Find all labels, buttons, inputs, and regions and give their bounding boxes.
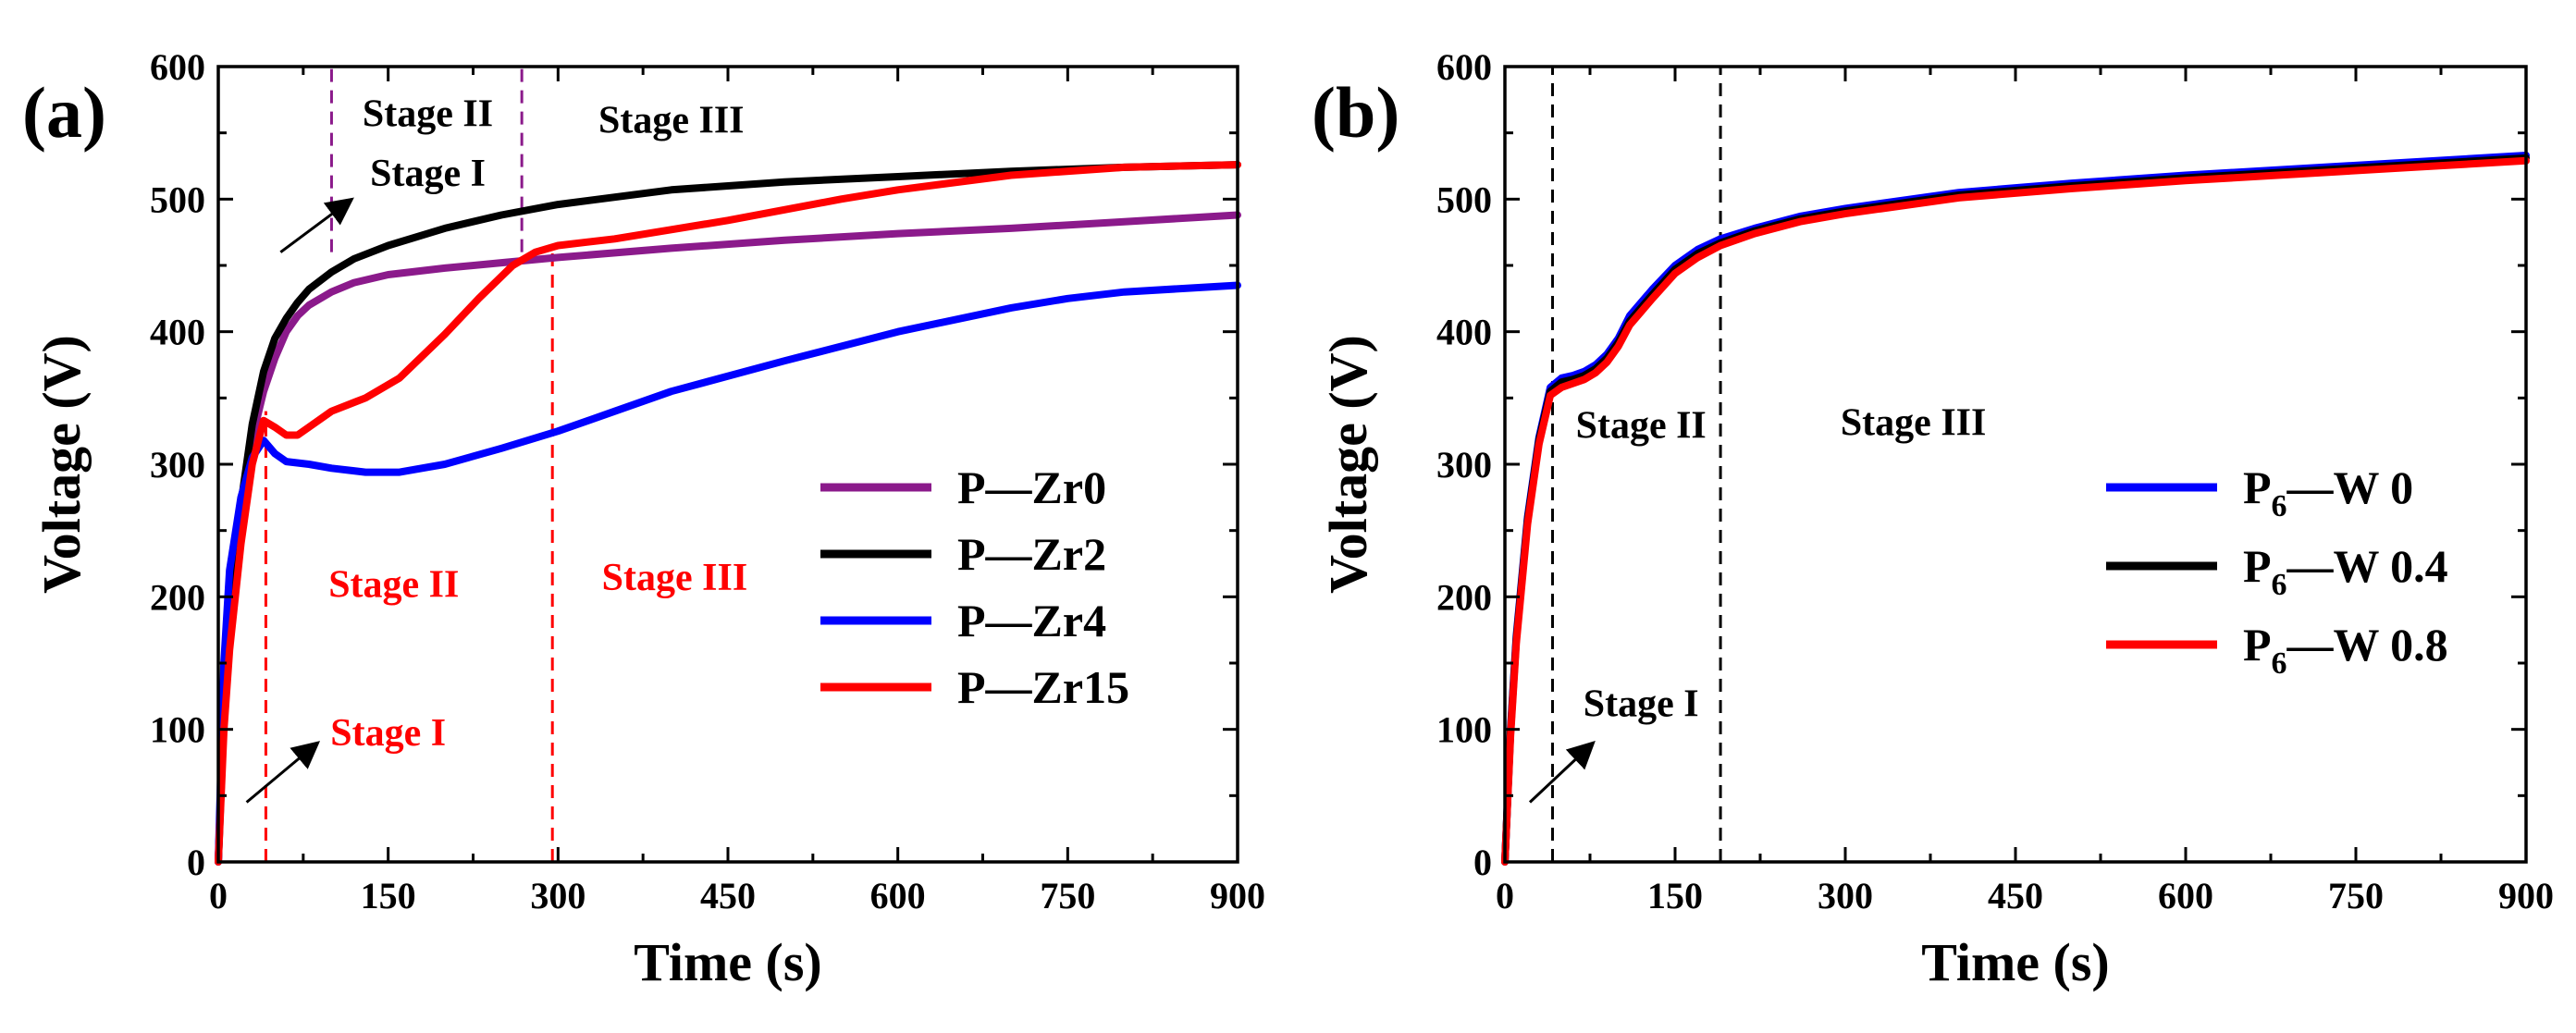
y-axis-title: Voltage (V) xyxy=(1318,335,1378,594)
y-tick-label: 600 xyxy=(1436,46,1492,88)
legend-label-part: P xyxy=(2243,461,2272,513)
x-tick-label: 750 xyxy=(1040,875,1095,916)
y-tick-label: 300 xyxy=(150,444,205,486)
y-tick-label: 100 xyxy=(1436,709,1492,751)
legend-label-part: —W 0 xyxy=(2286,461,2414,513)
x-tick-label: 900 xyxy=(2498,875,2554,916)
arrow-icon xyxy=(245,741,321,804)
legend-label: P6—W 0 xyxy=(2243,461,2413,523)
y-axis-title: Voltage (V) xyxy=(31,335,92,594)
y-tick-label: 100 xyxy=(150,709,205,751)
stage-annotation: Stage II xyxy=(328,563,459,606)
stage-annotation: Stage II xyxy=(363,93,493,136)
legend-label-part: P xyxy=(2243,619,2272,670)
stage-annotation: Stage III xyxy=(1841,401,1987,444)
x-tick-label: 450 xyxy=(700,875,756,916)
series-line-3 xyxy=(215,161,1241,866)
y-tick-label: 200 xyxy=(1436,576,1492,618)
stage-annotation: Stage II xyxy=(1576,404,1707,447)
x-tick-label: 450 xyxy=(1988,875,2043,916)
x-tick-label: 150 xyxy=(1647,875,1703,916)
y-tick-label: 400 xyxy=(150,312,205,353)
legend-label: P6—W 0.8 xyxy=(2243,619,2448,681)
x-tick-label: 900 xyxy=(1210,875,1265,916)
arrow-icon xyxy=(279,197,354,253)
legend-label: P6—W 0.4 xyxy=(2243,540,2448,602)
x-tick-label: 0 xyxy=(1496,875,1514,916)
x-tick-label: 600 xyxy=(2158,875,2213,916)
legend-label-part: —W 0.4 xyxy=(2286,540,2448,592)
legend-label: P—Zr0 xyxy=(957,461,1106,513)
y-tick-label: 500 xyxy=(1436,178,1492,220)
panel-b: 0 150 300 450 600 750 900 0 100 200 300 400 500 600 Ti… xyxy=(1312,46,2554,992)
legend-label: P—Zr4 xyxy=(957,595,1106,646)
y-tick-label: 0 xyxy=(187,842,205,883)
stage-annotation: Stage III xyxy=(598,100,745,142)
x-tick-label: 300 xyxy=(1818,875,1873,916)
legend-label-part: P xyxy=(2243,540,2272,592)
x-tick-label: 0 xyxy=(209,875,228,916)
x-axis-title: Time (s) xyxy=(634,932,822,992)
y-tick-label: 300 xyxy=(1436,444,1492,486)
x-tick-label: 300 xyxy=(530,875,585,916)
y-tick-label: 600 xyxy=(150,46,205,88)
series-line-1 xyxy=(215,161,1241,866)
panel-a: 0 150 300 450 600 750 900 0 100 200 300 400 500 600 Ti… xyxy=(22,46,1265,992)
stage-annotation: Stage I xyxy=(330,712,446,755)
stage-annotation: Stage III xyxy=(602,557,748,599)
series-line-2 xyxy=(1501,156,2530,866)
legend-label-subscript: 6 xyxy=(2272,568,2287,602)
legend-label: P—Zr15 xyxy=(957,661,1129,713)
legend-label-subscript: 6 xyxy=(2272,646,2287,681)
legend-label-subscript: 6 xyxy=(2272,489,2287,523)
y-tick-label: 400 xyxy=(1436,312,1492,353)
legend-label: P—Zr2 xyxy=(957,528,1106,580)
stage-annotation: Stage I xyxy=(1584,683,1699,725)
panel-label: (a) xyxy=(22,72,106,153)
x-tick-label: 750 xyxy=(2328,875,2384,916)
x-axis-title: Time (s) xyxy=(1921,932,2110,992)
y-tick-label: 500 xyxy=(150,178,205,220)
legend-label-part: —W 0.8 xyxy=(2286,619,2448,670)
panel-label: (b) xyxy=(1312,72,1399,153)
y-tick-label: 200 xyxy=(150,576,205,618)
x-tick-label: 600 xyxy=(870,875,926,916)
x-tick-label: 150 xyxy=(361,875,416,916)
arrow-icon xyxy=(1528,740,1596,804)
y-tick-label: 0 xyxy=(1473,842,1492,883)
stage-annotation: Stage I xyxy=(370,153,486,195)
